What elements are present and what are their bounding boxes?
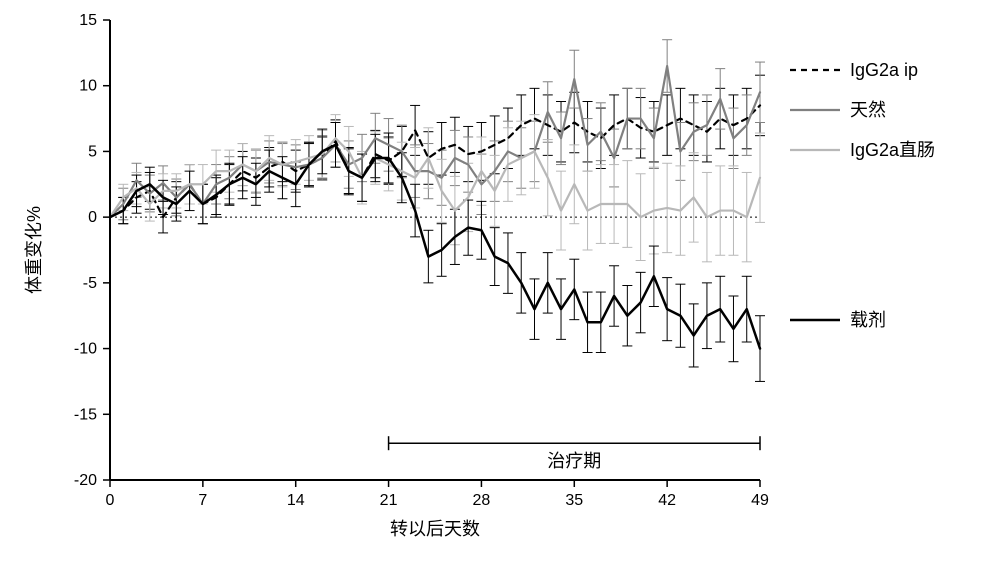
legend-label-vehicle: 载剂 xyxy=(850,310,886,330)
xtick-label: 21 xyxy=(380,492,398,509)
series-natural xyxy=(110,66,760,217)
ytick-label: 5 xyxy=(88,143,97,160)
legend-label-natural: 天然 xyxy=(850,100,886,120)
ytick-label: -15 xyxy=(74,406,97,423)
chart-container: -20 -15 -10 -5 0 5 10 15 0 7 14 21 28 35 42 49 转以后天数 体重变化… xyxy=(0,0,1000,568)
ytick-label: -5 xyxy=(83,275,97,292)
y-axis-label: 体重变化% xyxy=(24,206,44,294)
ytick-label: -20 xyxy=(74,472,97,489)
xtick-label: 14 xyxy=(287,492,305,509)
xtick-label: 42 xyxy=(658,492,676,509)
xtick-label: 28 xyxy=(473,492,491,509)
legend-label-igg2a_re: IgG2a直肠 xyxy=(850,140,935,160)
ytick-label: 10 xyxy=(79,78,97,95)
xtick-label: 49 xyxy=(751,492,769,509)
xtick-label: 0 xyxy=(106,492,115,509)
xtick-label: 35 xyxy=(565,492,583,509)
ytick-label: -10 xyxy=(74,341,97,358)
ytick-label: 15 xyxy=(79,12,97,29)
series-igg2a_re xyxy=(110,138,760,217)
xtick-label: 7 xyxy=(198,492,207,509)
x-axis-label: 转以后天数 xyxy=(390,519,480,539)
treatment-label: 治疗期 xyxy=(547,451,601,471)
chart-svg: -20 -15 -10 -5 0 5 10 15 0 7 14 21 28 35 42 49 转以后天数 体重变化… xyxy=(0,0,1000,568)
legend-label-igg2a_ip: IgG2a ip xyxy=(850,60,918,80)
ytick-label: 0 xyxy=(88,209,97,226)
